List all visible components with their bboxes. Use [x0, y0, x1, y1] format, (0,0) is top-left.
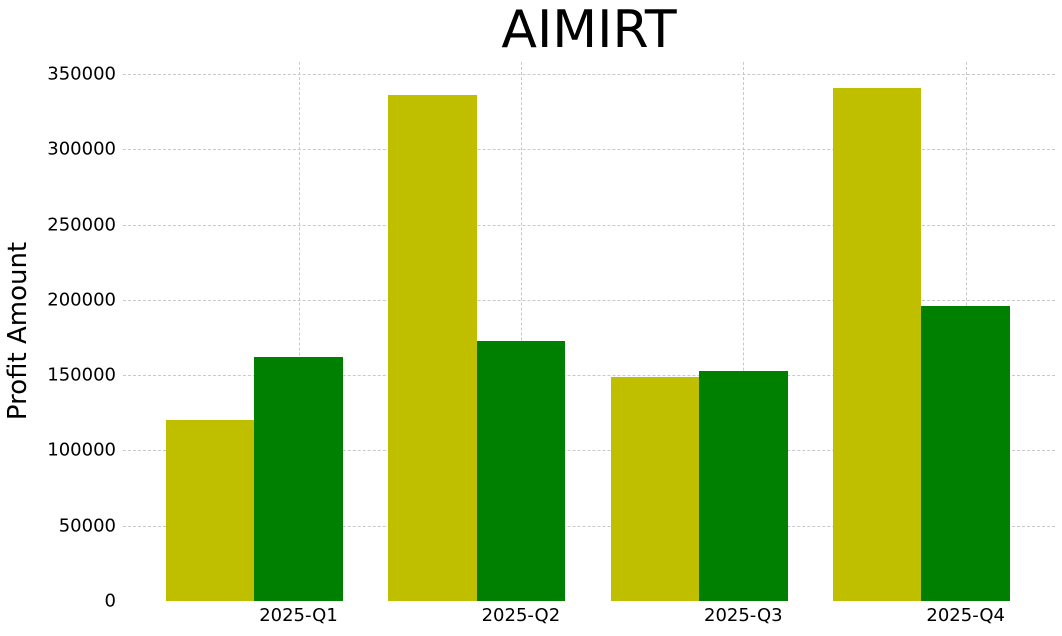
v-gridline [298, 62, 300, 601]
bar-2025-Q4-yellow-series [832, 87, 922, 601]
h-gridline [123, 74, 1055, 76]
y-tick-label: 50000 [58, 515, 116, 537]
x-tick-label: 2025-Q2 [481, 605, 561, 626]
y-tick-label: 350000 [47, 63, 116, 85]
bar-2025-Q3-green-series [699, 370, 788, 601]
bar-2025-Q1-yellow-series [165, 420, 255, 601]
bar-2025-Q3-yellow-series [610, 376, 700, 601]
v-gridline [743, 62, 745, 601]
y-tick-label: 250000 [47, 214, 116, 236]
h-gridline [123, 450, 1055, 452]
h-gridline [123, 525, 1055, 527]
h-gridline [123, 375, 1055, 377]
x-tick-label: 2025-Q3 [704, 605, 783, 626]
chart-title: AIMIRT [501, 0, 677, 60]
bar-2025-Q4-green-series [921, 305, 1010, 601]
bar-2025-Q1-green-series [254, 357, 343, 601]
v-gridline [520, 62, 522, 601]
y-tick-label: 200000 [47, 289, 116, 311]
plot-area [123, 62, 1055, 601]
h-gridline [123, 224, 1055, 226]
bar-2025-Q2-yellow-series [388, 95, 477, 601]
x-tick-label: 2025-Q1 [259, 605, 338, 626]
y-tick-label: 0 [104, 590, 116, 612]
x-tick-label: 2025-Q4 [926, 605, 1005, 626]
h-gridline [123, 299, 1055, 301]
bar-2025-Q2-green-series [476, 340, 566, 601]
y-axis-label: Profit Amount [3, 241, 33, 421]
y-tick-label: 100000 [47, 439, 116, 461]
y-tick-label: 300000 [47, 138, 116, 160]
h-gridline [123, 149, 1055, 151]
y-tick-label: 150000 [47, 364, 116, 386]
